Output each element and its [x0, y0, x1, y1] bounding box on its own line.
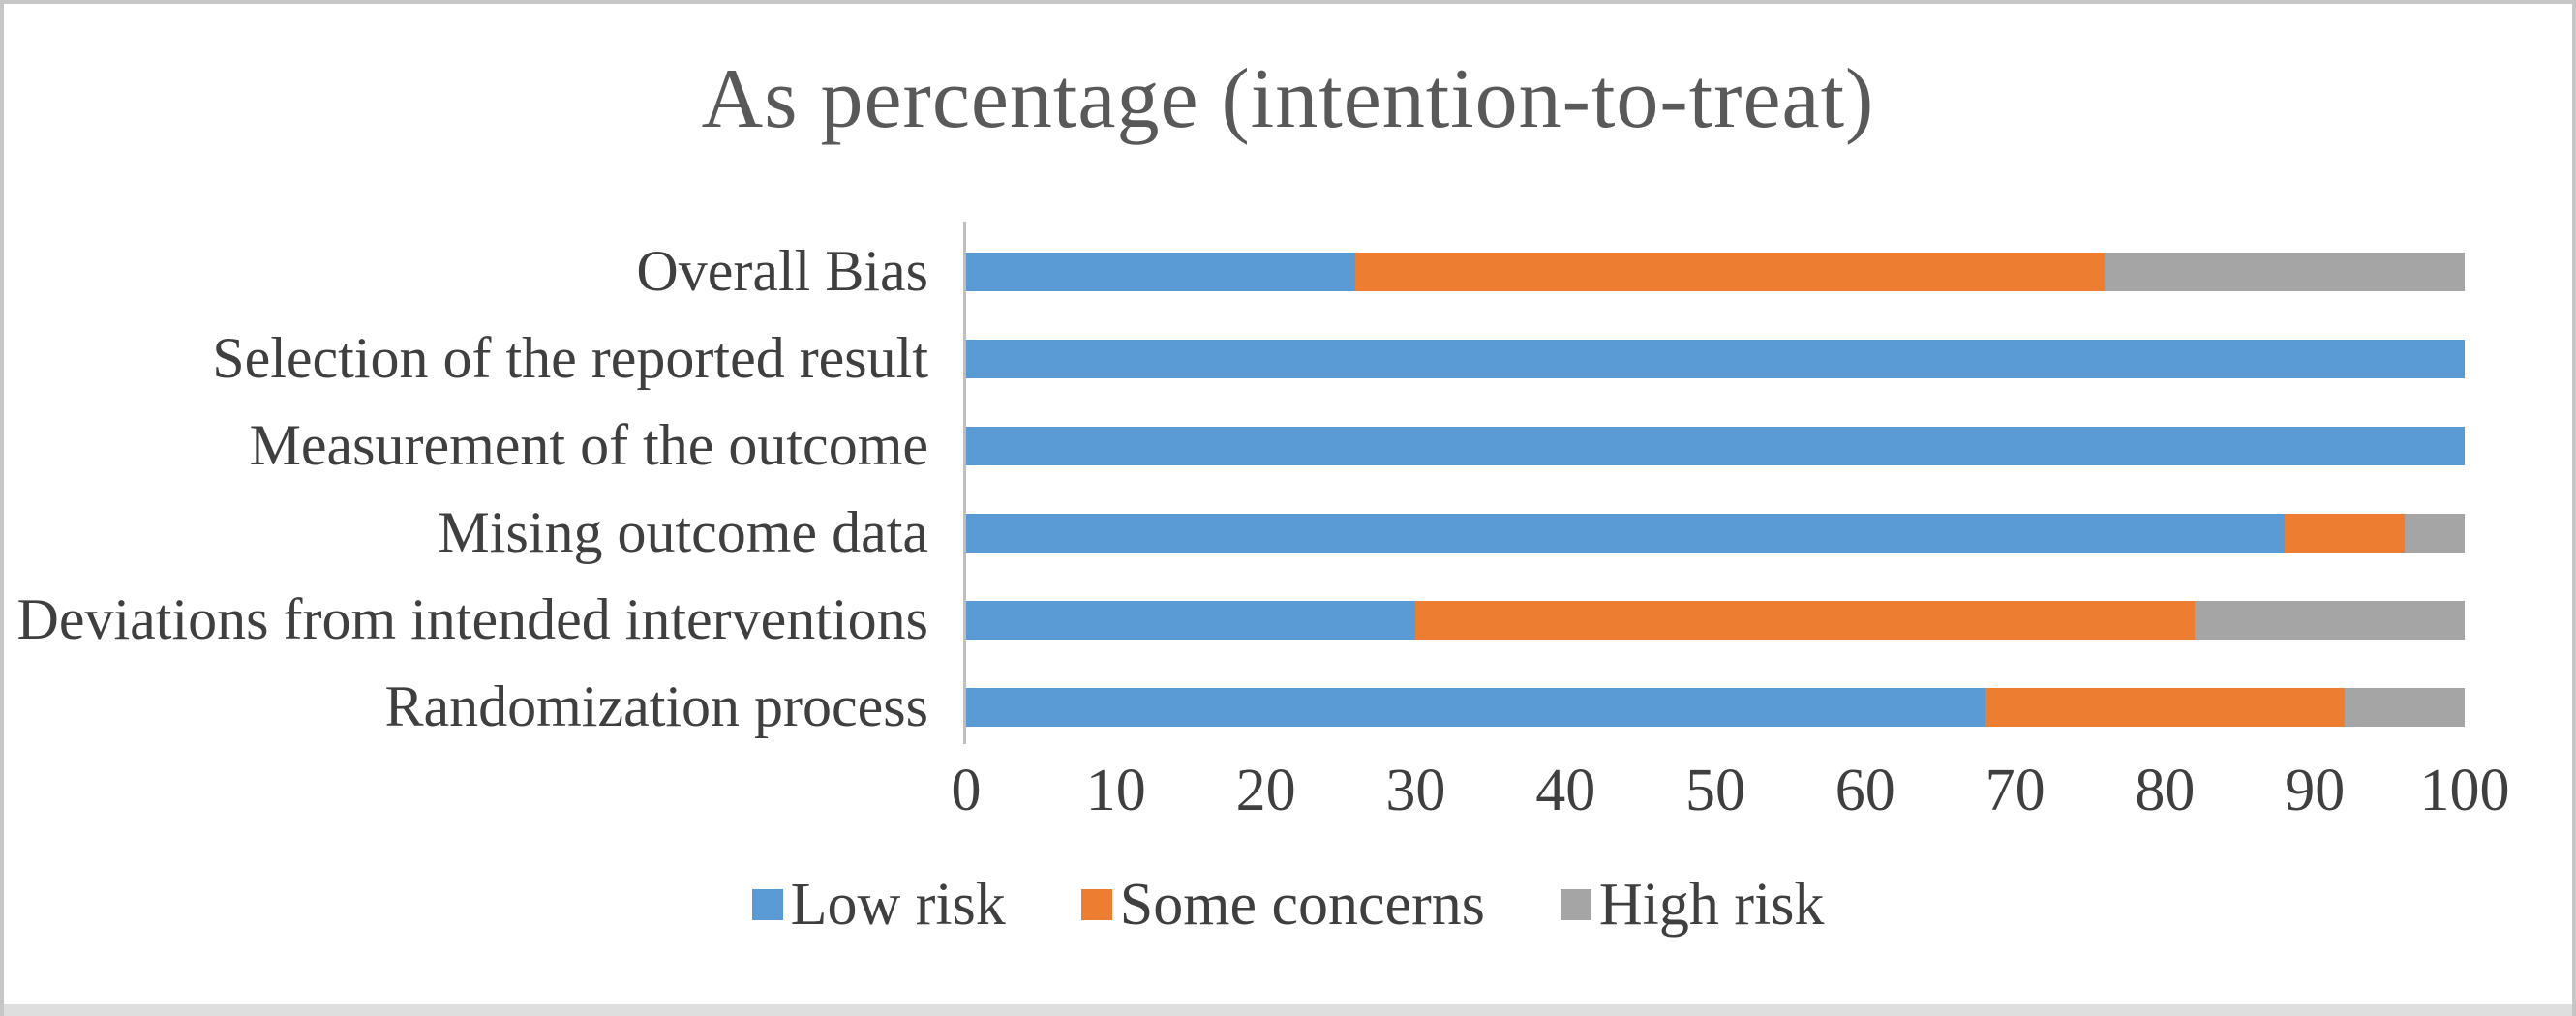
- bar-row: [966, 253, 2465, 291]
- bar-row: [966, 688, 2465, 727]
- bar-segment: [2405, 514, 2465, 553]
- legend-label: Some concerns: [1119, 872, 1485, 938]
- bar-segment: [1355, 253, 2106, 291]
- bar-segment: [1415, 601, 2196, 640]
- bar-segment: [966, 253, 1356, 291]
- bar-segment: [2285, 514, 2406, 553]
- x-tick-label: 100: [2419, 758, 2510, 823]
- category-label: Measurement of the outcome: [249, 412, 928, 477]
- legend-swatch: [1560, 889, 1591, 920]
- category-label: Randomization process: [384, 673, 928, 738]
- bar-segment: [2105, 253, 2465, 291]
- bar-segment: [2195, 601, 2465, 640]
- x-tick-label: 90: [2285, 758, 2346, 823]
- bar-segment: [1985, 688, 2346, 727]
- chart-title: As percentage (intention-to-treat): [701, 52, 1875, 146]
- x-tick-label: 80: [2135, 758, 2196, 823]
- bar-row: [966, 514, 2465, 553]
- bar-segment: [2345, 688, 2465, 727]
- x-tick-label: 50: [1685, 758, 1745, 823]
- bar-segment: [966, 688, 1985, 727]
- bar-row: [966, 340, 2465, 378]
- bar-segment: [966, 514, 2286, 553]
- category-label: Mising outcome data: [438, 499, 928, 564]
- legend-swatch: [1080, 889, 1112, 920]
- category-label: Deviations from intended interventions: [16, 586, 928, 651]
- legend-label: Low risk: [790, 872, 1006, 938]
- x-tick-label: 0: [951, 758, 982, 823]
- bar-segment: [966, 427, 2465, 465]
- bar-segment: [966, 340, 2465, 378]
- x-tick-label: 70: [1985, 758, 2046, 823]
- bar-row: [966, 427, 2465, 465]
- legend-label: High risk: [1598, 872, 1825, 938]
- legend-item: Low risk: [751, 872, 1006, 938]
- category-label: Selection of the reported result: [212, 325, 928, 390]
- x-tick-label: 10: [1085, 758, 1146, 823]
- legend: Low risk Some concerns High risk: [4, 875, 2572, 935]
- bar-segment: [966, 601, 1416, 640]
- category-label: Overall Bias: [636, 238, 928, 303]
- x-tick-label: 30: [1385, 758, 1446, 823]
- legend-item: Some concerns: [1080, 872, 1485, 938]
- x-tick-label: 20: [1235, 758, 1296, 823]
- legend-item: High risk: [1560, 872, 1825, 938]
- x-tick-label: 60: [1834, 758, 1895, 823]
- bottom-border-strip: [4, 1004, 2572, 1016]
- x-tick-label: 40: [1535, 758, 1596, 823]
- plot-area: [963, 222, 2465, 744]
- legend-swatch: [751, 889, 783, 920]
- bar-row: [966, 601, 2465, 640]
